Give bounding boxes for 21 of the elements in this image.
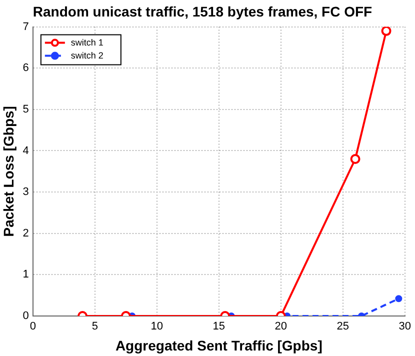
y-tick-label: 1 <box>22 268 29 281</box>
y-tick-label: 0 <box>22 310 29 322</box>
chart-title: Random unicast traffic, 1518 bytes frames, FC OFF <box>32 3 373 20</box>
x-axis-title: Aggregated Sent Traffic [Gpbs] <box>115 337 322 354</box>
point <box>381 26 392 36</box>
y-tick-label: 7 <box>22 20 29 33</box>
y-tick-label: 4 <box>22 144 29 157</box>
x-tick-label: 20 <box>274 320 288 333</box>
x-tick-label: 15 <box>212 320 226 333</box>
y-tick-label: 3 <box>22 186 29 198</box>
x-tick-label: 10 <box>150 320 164 333</box>
legend-label: switch 1 <box>70 37 104 48</box>
y-tick-label: 2 <box>22 227 29 240</box>
y-axis-title: Packet Loss [Gbps] <box>0 106 16 237</box>
legend-label: switch 2 <box>70 50 104 60</box>
y-tick-label: 5 <box>22 103 29 116</box>
x-tick-label: 25 <box>336 320 350 333</box>
y-tick-label: 6 <box>22 62 29 74</box>
x-tick-label: 30 <box>398 320 412 333</box>
x-tick-label: 5 <box>92 320 98 333</box>
point <box>350 154 360 164</box>
